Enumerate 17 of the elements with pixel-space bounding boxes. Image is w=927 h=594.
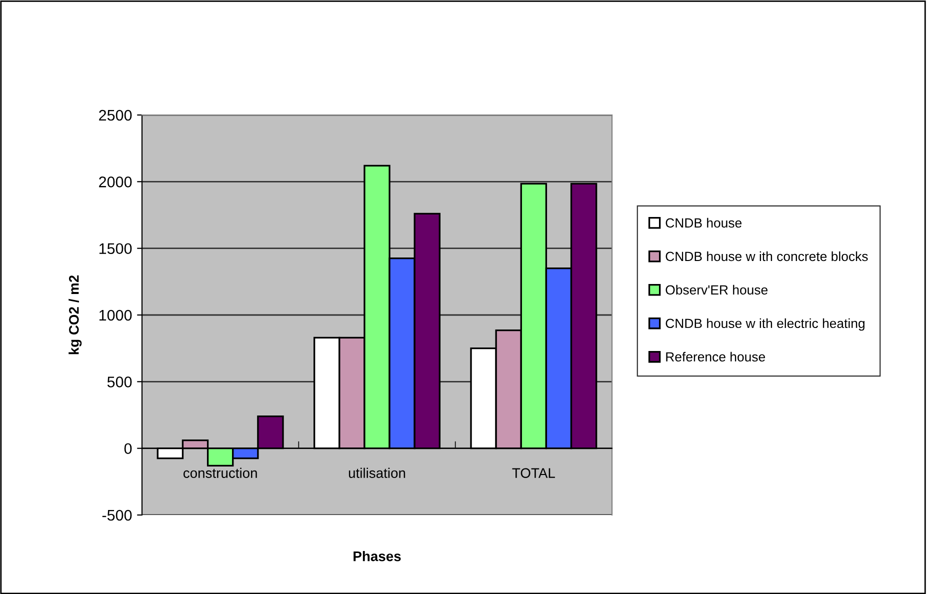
x-axis-title: Phases xyxy=(354,551,401,562)
legend-label: Reference house xyxy=(666,352,766,362)
y-tick-label: 2000 xyxy=(99,176,132,188)
y-tick-label: -500 xyxy=(102,510,132,521)
y-tick-label: 1000 xyxy=(99,310,132,321)
legend-label: CNDB house w ith concrete blocks xyxy=(666,251,868,262)
x-tick-label: TOTAL xyxy=(512,468,555,478)
y-tick-label: 0 xyxy=(124,443,132,454)
legend-label: CNDB house xyxy=(666,218,742,228)
x-tick-label: utilisation xyxy=(348,468,406,478)
legend-label: CNDB house w ith electric heating xyxy=(666,318,864,331)
y-tick-label: 500 xyxy=(107,376,132,388)
y-axis-title: kg CO2 / m2 xyxy=(68,275,82,354)
legend-label: Observ'ER house xyxy=(666,284,768,295)
x-tick-label: construction xyxy=(183,468,257,478)
y-tick-label: 2500 xyxy=(99,110,132,121)
y-tick-label: 1500 xyxy=(99,243,132,254)
